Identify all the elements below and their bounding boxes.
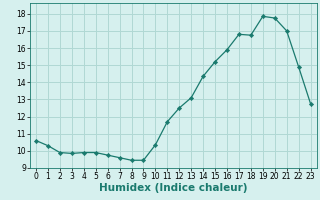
X-axis label: Humidex (Indice chaleur): Humidex (Indice chaleur) (99, 183, 248, 193)
